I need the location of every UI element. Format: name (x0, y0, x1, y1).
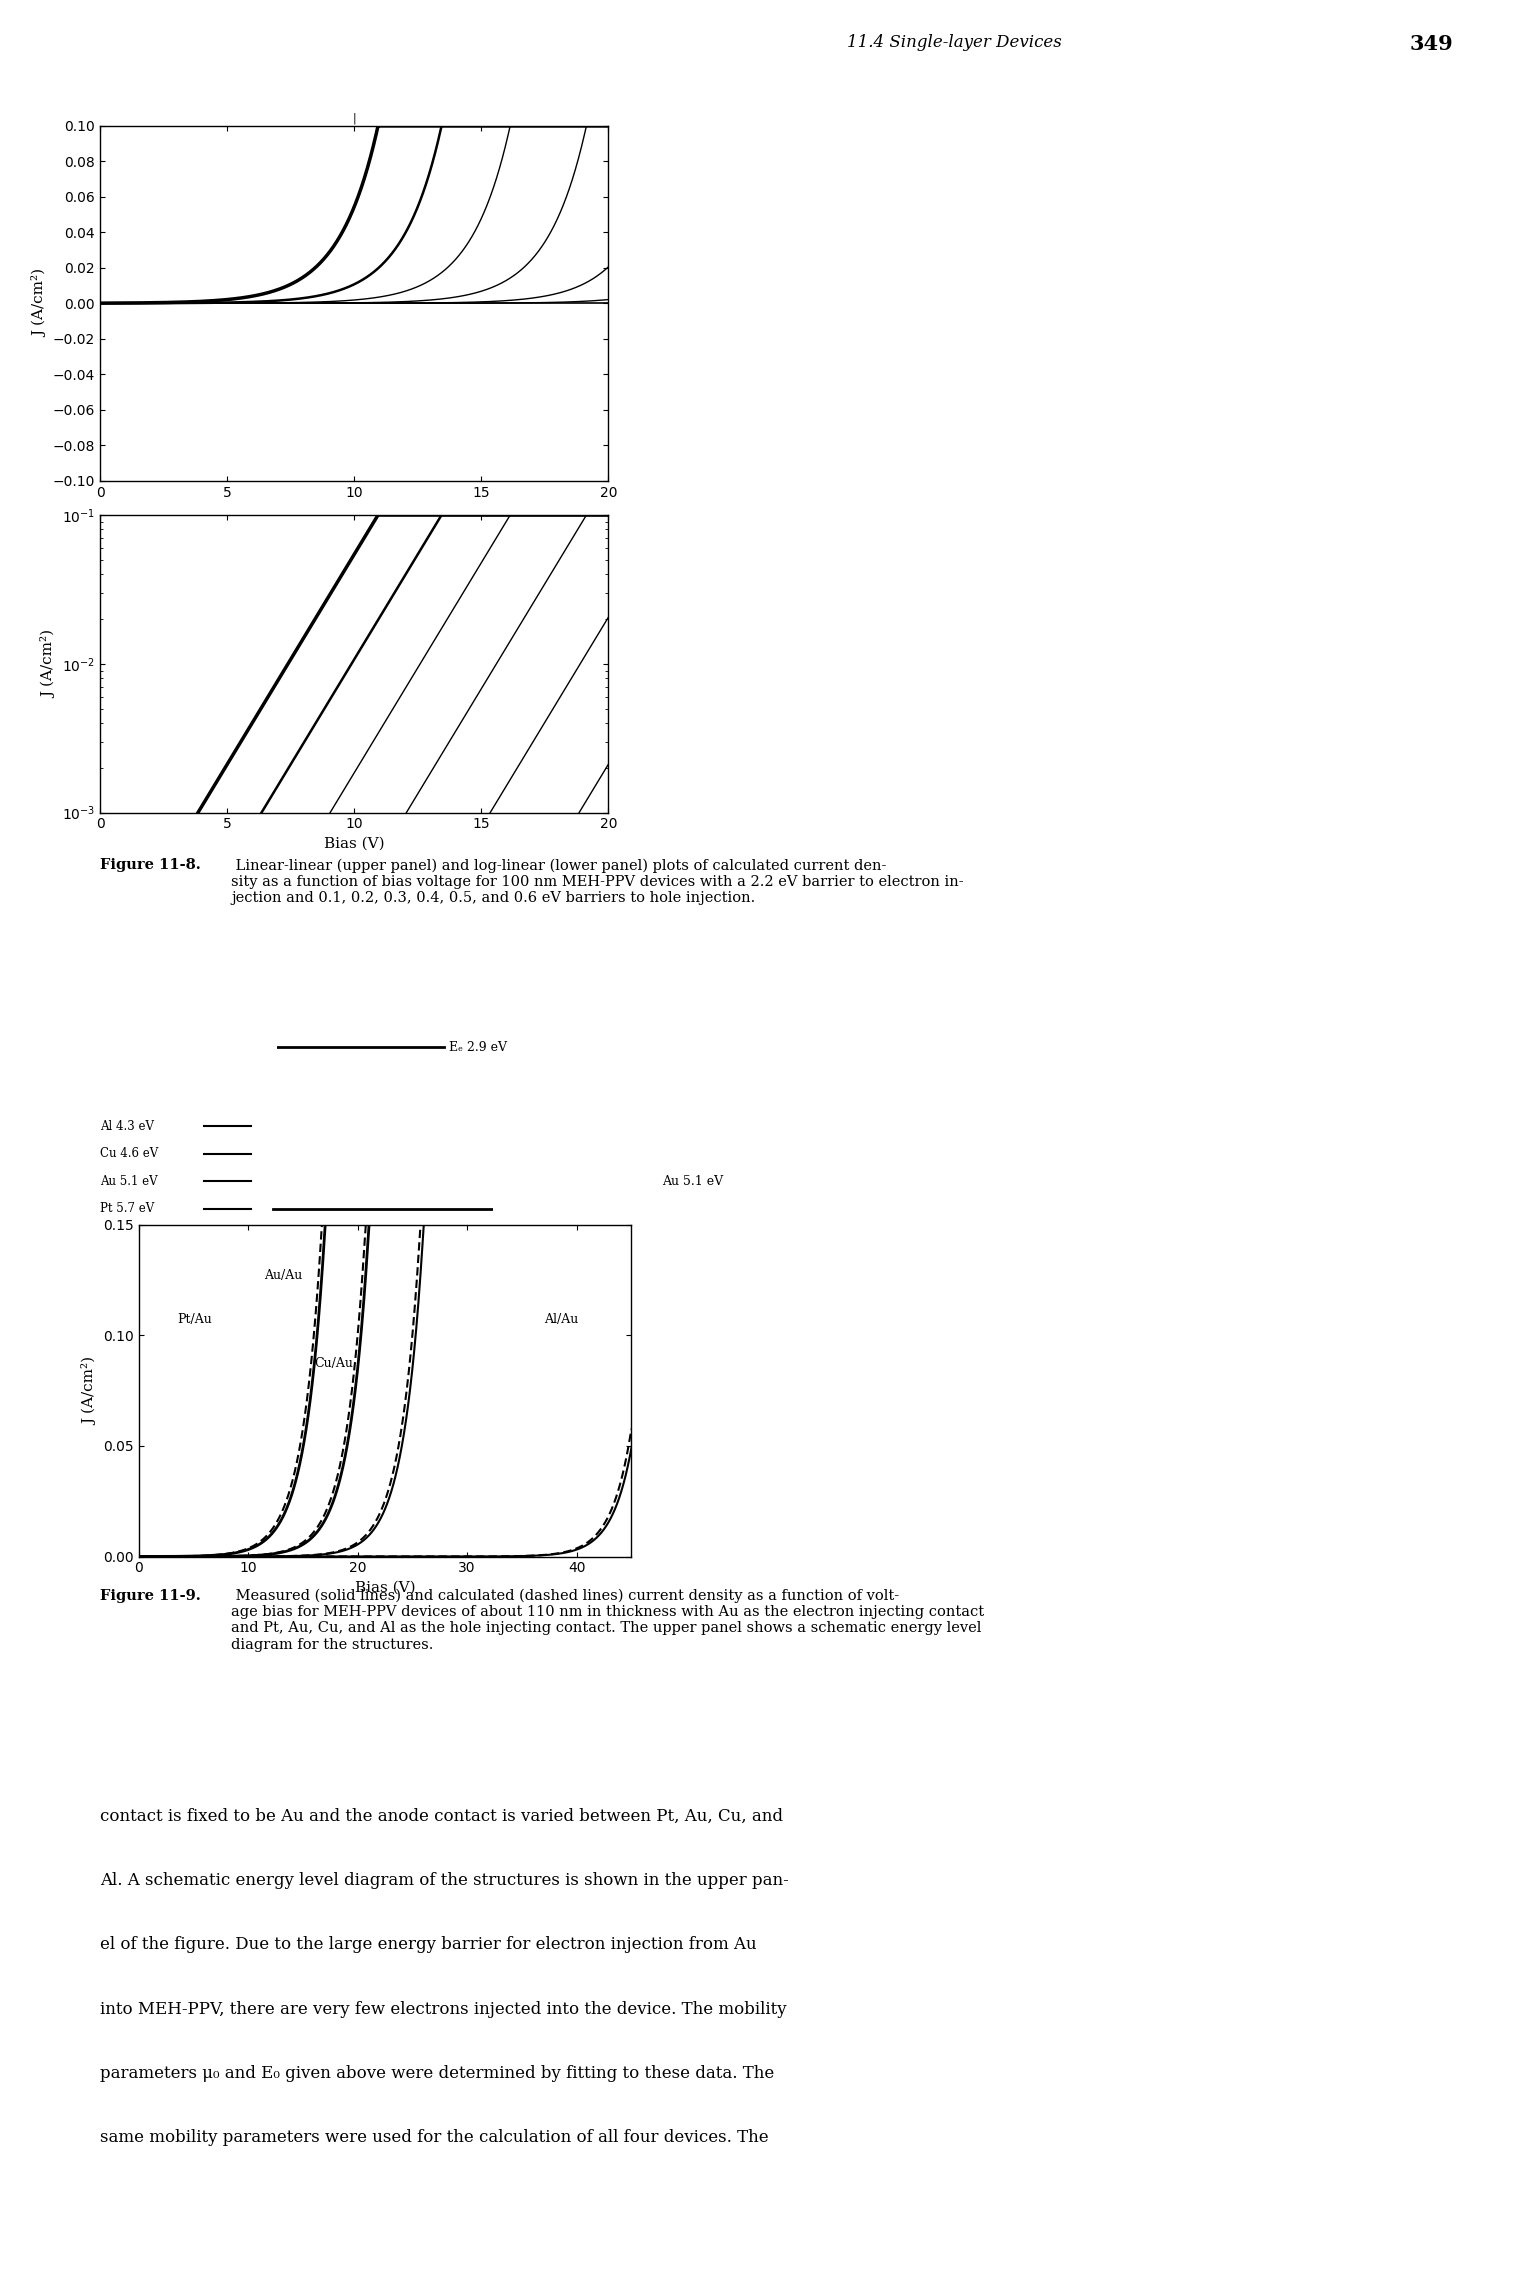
Text: same mobility parameters were used for the calculation of all four devices. The: same mobility parameters were used for t… (100, 2129, 768, 2145)
Text: into MEH-PPV, there are very few electrons injected into the device. The mobilit: into MEH-PPV, there are very few electro… (100, 2001, 787, 2017)
Text: Al. A schematic energy level diagram of the structures is shown in the upper pan: Al. A schematic energy level diagram of … (100, 1872, 788, 1888)
Text: 349: 349 (1409, 34, 1452, 55)
Y-axis label: J (A/cm²): J (A/cm²) (42, 629, 57, 698)
Text: Al 4.3 eV: Al 4.3 eV (100, 1119, 154, 1133)
Y-axis label: J (A/cm²): J (A/cm²) (83, 1357, 97, 1424)
Text: Pt/Au: Pt/Au (177, 1314, 211, 1325)
X-axis label: Bias (V): Bias (V) (323, 838, 385, 852)
Text: contact is fixed to be Au and the anode contact is varied between Pt, Au, Cu, an: contact is fixed to be Au and the anode … (100, 1808, 784, 1824)
Text: Cu/Au: Cu/Au (314, 1357, 353, 1371)
Text: Au 5.1 eV: Au 5.1 eV (100, 1174, 157, 1188)
Text: parameters μ₀ and E₀ given above were determined by fitting to these data. The: parameters μ₀ and E₀ given above were de… (100, 2065, 775, 2081)
Text: Al/Au: Al/Au (544, 1314, 578, 1325)
Text: el of the figure. Due to the large energy barrier for electron injection from Au: el of the figure. Due to the large energ… (100, 1936, 756, 1953)
Text: |: | (353, 112, 356, 124)
Text: Figure 11-8.: Figure 11-8. (100, 858, 200, 872)
Text: Au/Au: Au/Au (265, 1268, 303, 1282)
Text: Eₑ 2.9 eV: Eₑ 2.9 eV (450, 1041, 507, 1053)
Text: 11.4 Single-layer Devices: 11.4 Single-layer Devices (847, 34, 1061, 50)
Text: Eᵥ 5.3 eV: Eᵥ 5.3 eV (273, 1231, 331, 1245)
Text: Au 5.1 eV: Au 5.1 eV (662, 1174, 724, 1188)
Text: Linear-linear (upper panel) and log-linear (lower panel) plots of calculated cur: Linear-linear (upper panel) and log-line… (231, 858, 964, 904)
Text: Measured (solid lines) and calculated (dashed lines) current density as a functi: Measured (solid lines) and calculated (d… (231, 1589, 984, 1653)
Text: Figure 11-9.: Figure 11-9. (100, 1589, 200, 1602)
X-axis label: Bias (V): Bias (V) (354, 1582, 416, 1595)
Text: Pt 5.7 eV: Pt 5.7 eV (100, 1202, 154, 1215)
Text: Cu 4.6 eV: Cu 4.6 eV (100, 1147, 159, 1161)
Y-axis label: J (A/cm²): J (A/cm²) (32, 270, 48, 336)
